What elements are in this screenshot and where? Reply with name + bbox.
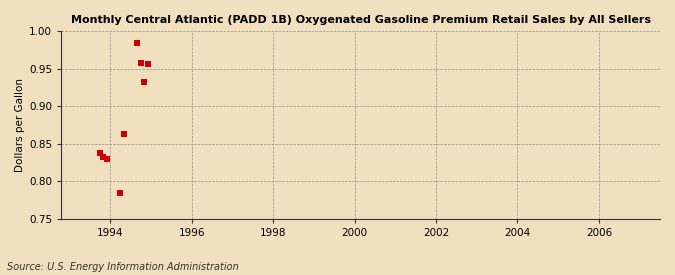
Point [101,157,112,161]
Point [118,132,129,136]
Point [135,61,146,65]
Y-axis label: Dollars per Gallon: Dollars per Gallon [15,78,25,172]
Point [142,62,153,67]
Title: Monthly Central Atlantic (PADD 1B) Oxygenated Gasoline Premium Retail Sales by A: Monthly Central Atlantic (PADD 1B) Oxyge… [71,15,651,25]
Point [98,155,109,160]
Point [95,151,105,155]
Point [138,80,149,85]
Text: Source: U.S. Energy Information Administration: Source: U.S. Energy Information Administ… [7,262,238,272]
Point [132,40,143,45]
Point [115,191,126,196]
